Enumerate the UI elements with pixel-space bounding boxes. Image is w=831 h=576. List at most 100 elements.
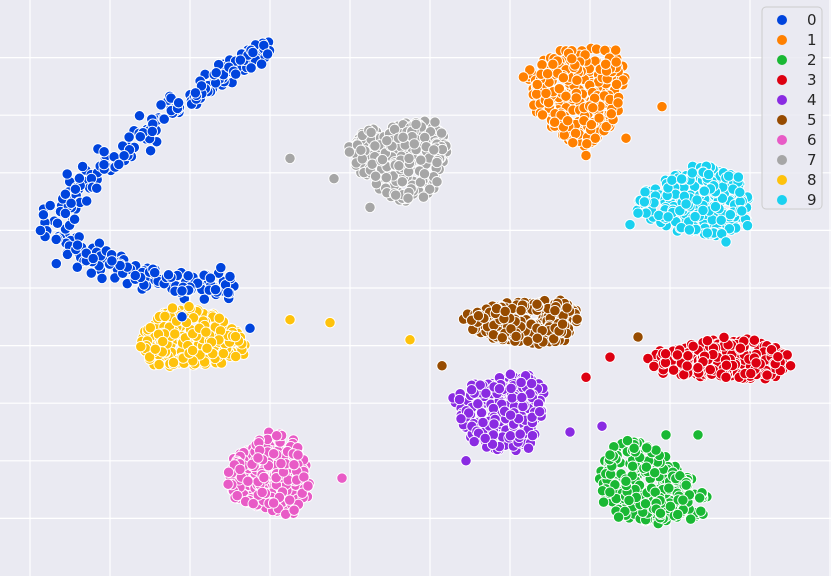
point-class-4: [463, 407, 475, 419]
point-class-9: [723, 223, 736, 235]
point-class-9: [666, 174, 678, 186]
point-class-7: [435, 127, 448, 139]
point-class-8: [143, 351, 156, 363]
point-class-4: [472, 398, 484, 410]
legend: 0 1 2 3 4 5 6 7 8 9: [761, 6, 823, 210]
point-class-6: [242, 475, 254, 487]
point-class-0: [261, 48, 274, 60]
point-class-0: [244, 322, 256, 334]
point-class-0: [87, 252, 99, 265]
point-class-7: [418, 168, 431, 180]
legend-marker-1: [777, 35, 787, 45]
point-class-9: [716, 192, 729, 204]
point-class-0: [81, 195, 93, 207]
point-class-0: [59, 188, 72, 200]
point-class-0: [113, 158, 125, 171]
legend-marker-0: [777, 15, 787, 25]
point-class-6: [222, 466, 235, 478]
point-class-0: [224, 270, 236, 283]
legend-marker-6: [777, 135, 787, 145]
point-class-0: [230, 68, 242, 80]
point-class-0: [76, 160, 89, 173]
point-class-4: [504, 430, 517, 442]
point-class-8: [167, 356, 180, 369]
point-class-9: [736, 205, 748, 217]
point-class-2: [654, 507, 667, 519]
point-class-8: [404, 334, 416, 346]
point-class-7: [419, 131, 431, 144]
point-class-8: [153, 358, 165, 371]
point-class-9: [689, 210, 701, 223]
point-class-9: [709, 200, 722, 213]
point-class-8: [144, 322, 156, 334]
point-class-1: [530, 88, 543, 100]
legend-box: [761, 6, 823, 210]
point-class-5: [472, 310, 485, 322]
point-class-2: [604, 486, 616, 498]
point-class-7: [410, 118, 422, 131]
point-class-3: [720, 371, 732, 383]
point-class-1: [656, 100, 668, 113]
point-class-4: [504, 368, 517, 380]
point-class-4: [515, 376, 527, 389]
point-class-9: [639, 186, 651, 198]
point-class-9: [675, 173, 688, 185]
point-class-3: [718, 331, 730, 344]
legend-label-0: 0: [807, 11, 817, 29]
point-class-7: [403, 152, 415, 165]
point-class-5: [548, 333, 560, 345]
point-class-0: [162, 269, 175, 281]
point-class-0: [149, 266, 161, 279]
point-class-3: [604, 351, 616, 363]
legend-label-8: 8: [807, 171, 817, 189]
point-class-3: [659, 348, 672, 360]
point-class-7: [376, 153, 389, 166]
point-class-8: [186, 344, 199, 357]
point-class-0: [176, 285, 188, 297]
point-class-1: [548, 116, 561, 128]
point-class-3: [748, 334, 761, 346]
data-points: [34, 36, 797, 530]
point-class-4: [488, 418, 500, 430]
point-class-4: [534, 406, 546, 418]
point-class-0: [59, 207, 72, 220]
point-class-7: [393, 160, 405, 172]
point-class-2: [664, 500, 677, 513]
point-class-9: [662, 211, 674, 223]
point-class-1: [580, 149, 592, 162]
point-class-0: [234, 54, 247, 66]
point-class-2: [639, 498, 652, 510]
point-class-1: [567, 137, 579, 149]
point-class-8: [230, 350, 242, 363]
point-class-9: [697, 204, 709, 217]
point-class-0: [215, 261, 227, 274]
legend-marker-7: [777, 155, 787, 165]
point-class-8: [159, 310, 171, 323]
point-class-2: [672, 508, 684, 521]
point-class-4: [477, 416, 489, 429]
point-class-4: [479, 432, 491, 445]
point-class-9: [680, 198, 692, 210]
point-class-0: [98, 146, 110, 158]
point-class-0: [61, 168, 73, 180]
point-class-6: [252, 452, 264, 464]
point-class-1: [547, 58, 559, 70]
point-class-7: [431, 176, 443, 188]
point-class-0: [106, 255, 118, 267]
point-class-0: [65, 197, 77, 209]
point-class-4: [506, 392, 518, 404]
point-class-8: [324, 316, 336, 329]
point-class-4: [505, 382, 517, 395]
legend-marker-5: [777, 115, 787, 125]
point-class-2: [650, 444, 662, 456]
point-class-9: [741, 219, 754, 232]
point-class-9: [683, 224, 696, 236]
point-class-3: [761, 369, 773, 381]
point-class-7: [429, 116, 441, 128]
point-class-4: [526, 429, 539, 442]
point-class-2: [677, 494, 689, 506]
point-class-4: [596, 420, 608, 432]
legend-label-7: 7: [807, 151, 817, 169]
